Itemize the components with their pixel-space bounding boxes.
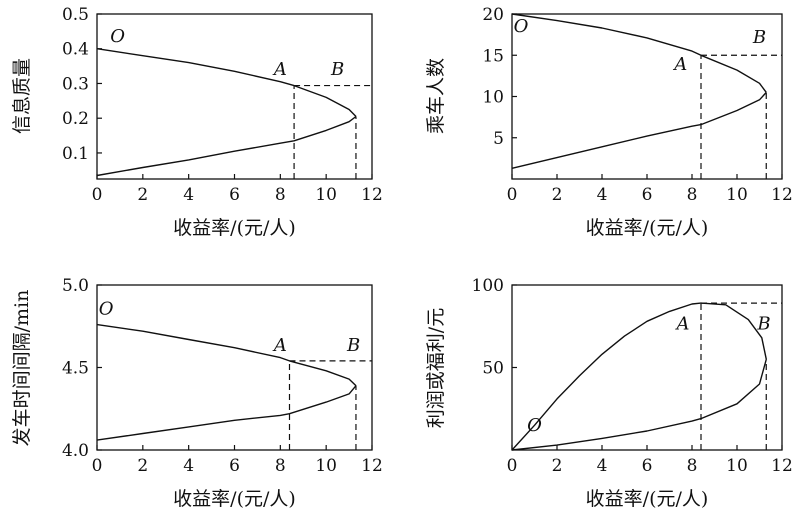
y-axis-label: 发车时间间隔/min: [11, 290, 33, 447]
curve-lower-branch: [511, 91, 767, 169]
x-tick-label: 6: [229, 456, 240, 476]
curve-lower-branch: [511, 359, 767, 451]
curve-upper-branch: [511, 13, 767, 93]
point-label-b: B: [752, 27, 766, 48]
y-tick-label: 0.4: [62, 40, 89, 60]
point-label-a: A: [672, 54, 687, 75]
chart-panel-2: 0 2 4 6 8 10 12 5 10 15 20 O A B 收益率/(元/人) 乘车人数: [425, 5, 793, 239]
x-tick-label: 0: [92, 456, 103, 476]
x-tick-label: 4: [597, 456, 608, 476]
x-tick-label: 0: [507, 456, 518, 476]
x-tick-label: 12: [771, 456, 793, 476]
point-label-b: B: [330, 59, 344, 80]
point-label-a: A: [272, 59, 287, 80]
x-axis-label: 收益率/(元/人): [586, 217, 709, 239]
y-tick-label: 0.3: [62, 74, 89, 94]
x-axis-label: 收益率/(元/人): [173, 217, 296, 239]
curve-upper-branch: [511, 302, 767, 451]
x-tick-label: 4: [597, 185, 608, 205]
x-tick-label: 10: [726, 185, 748, 205]
plot-frame: [511, 284, 783, 451]
x-tick-label: 2: [552, 185, 563, 205]
y-axis-label: 乘车人数: [425, 58, 447, 134]
x-tick-label: 12: [361, 456, 383, 476]
y-tick-label: 4.0: [62, 441, 89, 461]
y-tick-label: 0.1: [62, 144, 89, 164]
y-tick-label: 5.0: [62, 276, 89, 296]
x-tick-label: 8: [275, 456, 286, 476]
x-axis-label: 收益率/(元/人): [173, 488, 296, 510]
chart-panel-4: 0 2 4 6 8 10 12 50 100 O A B 收益率/(元/人) 利润或福利/元: [425, 276, 793, 510]
y-tick-label: 5: [493, 129, 504, 149]
point-label-o: O: [527, 415, 542, 436]
y-tick-label: 100: [472, 276, 504, 296]
x-tick-label: 2: [137, 185, 148, 205]
x-tick-label: 8: [687, 185, 698, 205]
y-axis-label: 信息质量: [11, 58, 33, 134]
curve-lower-branch: [96, 115, 357, 177]
x-tick-label: 6: [229, 185, 240, 205]
y-tick-label: 0.2: [62, 109, 89, 129]
point-label-a: A: [675, 314, 690, 335]
x-axis-label: 收益率/(元/人): [586, 488, 709, 510]
plot-frame: [96, 284, 373, 451]
point-label-b: B: [346, 335, 360, 356]
point-label-o: O: [514, 16, 529, 37]
plot-frame: [96, 13, 373, 180]
point-label-o: O: [99, 299, 114, 320]
y-tick-label: 10: [482, 88, 504, 108]
plot-frame: [511, 13, 783, 180]
x-tick-label: 4: [183, 456, 194, 476]
point-label-o: O: [110, 26, 125, 47]
chart-panel-3: 0 2 4 6 8 10 12 4.0 4.5 5.0 O A B 收益率/(元/人) 发车时间间隔/min: [11, 276, 383, 510]
x-tick-label: 10: [315, 185, 337, 205]
chart-panel-1: 0 2 4 6 8 10 12 0.1 0.2 0.3 0.4 0.5 O A B 收益率/(元/人) 信息质量: [11, 5, 383, 239]
y-tick-label: 0.5: [62, 5, 89, 25]
curve-upper-branch: [96, 323, 357, 387]
y-tick-label: 15: [482, 46, 504, 66]
x-tick-label: 8: [687, 456, 698, 476]
curve-upper-branch: [96, 48, 357, 117]
x-tick-label: 10: [726, 456, 748, 476]
point-label-a: A: [272, 335, 287, 356]
y-tick-label: 4.5: [62, 359, 89, 379]
y-tick-label: 50: [482, 359, 504, 379]
x-tick-label: 0: [507, 185, 518, 205]
x-tick-label: 6: [642, 185, 653, 205]
point-label-b: B: [756, 314, 770, 335]
curve-lower-branch: [96, 385, 357, 441]
x-tick-label: 10: [315, 456, 337, 476]
x-tick-label: 12: [361, 185, 383, 205]
x-tick-label: 0: [92, 185, 103, 205]
x-tick-label: 6: [642, 456, 653, 476]
x-tick-label: 4: [183, 185, 194, 205]
x-tick-label: 12: [771, 185, 793, 205]
y-tick-label: 20: [482, 5, 504, 25]
x-tick-label: 2: [552, 456, 563, 476]
x-tick-label: 2: [137, 456, 148, 476]
x-tick-label: 8: [275, 185, 286, 205]
y-axis-label: 利润或福利/元: [425, 308, 447, 428]
